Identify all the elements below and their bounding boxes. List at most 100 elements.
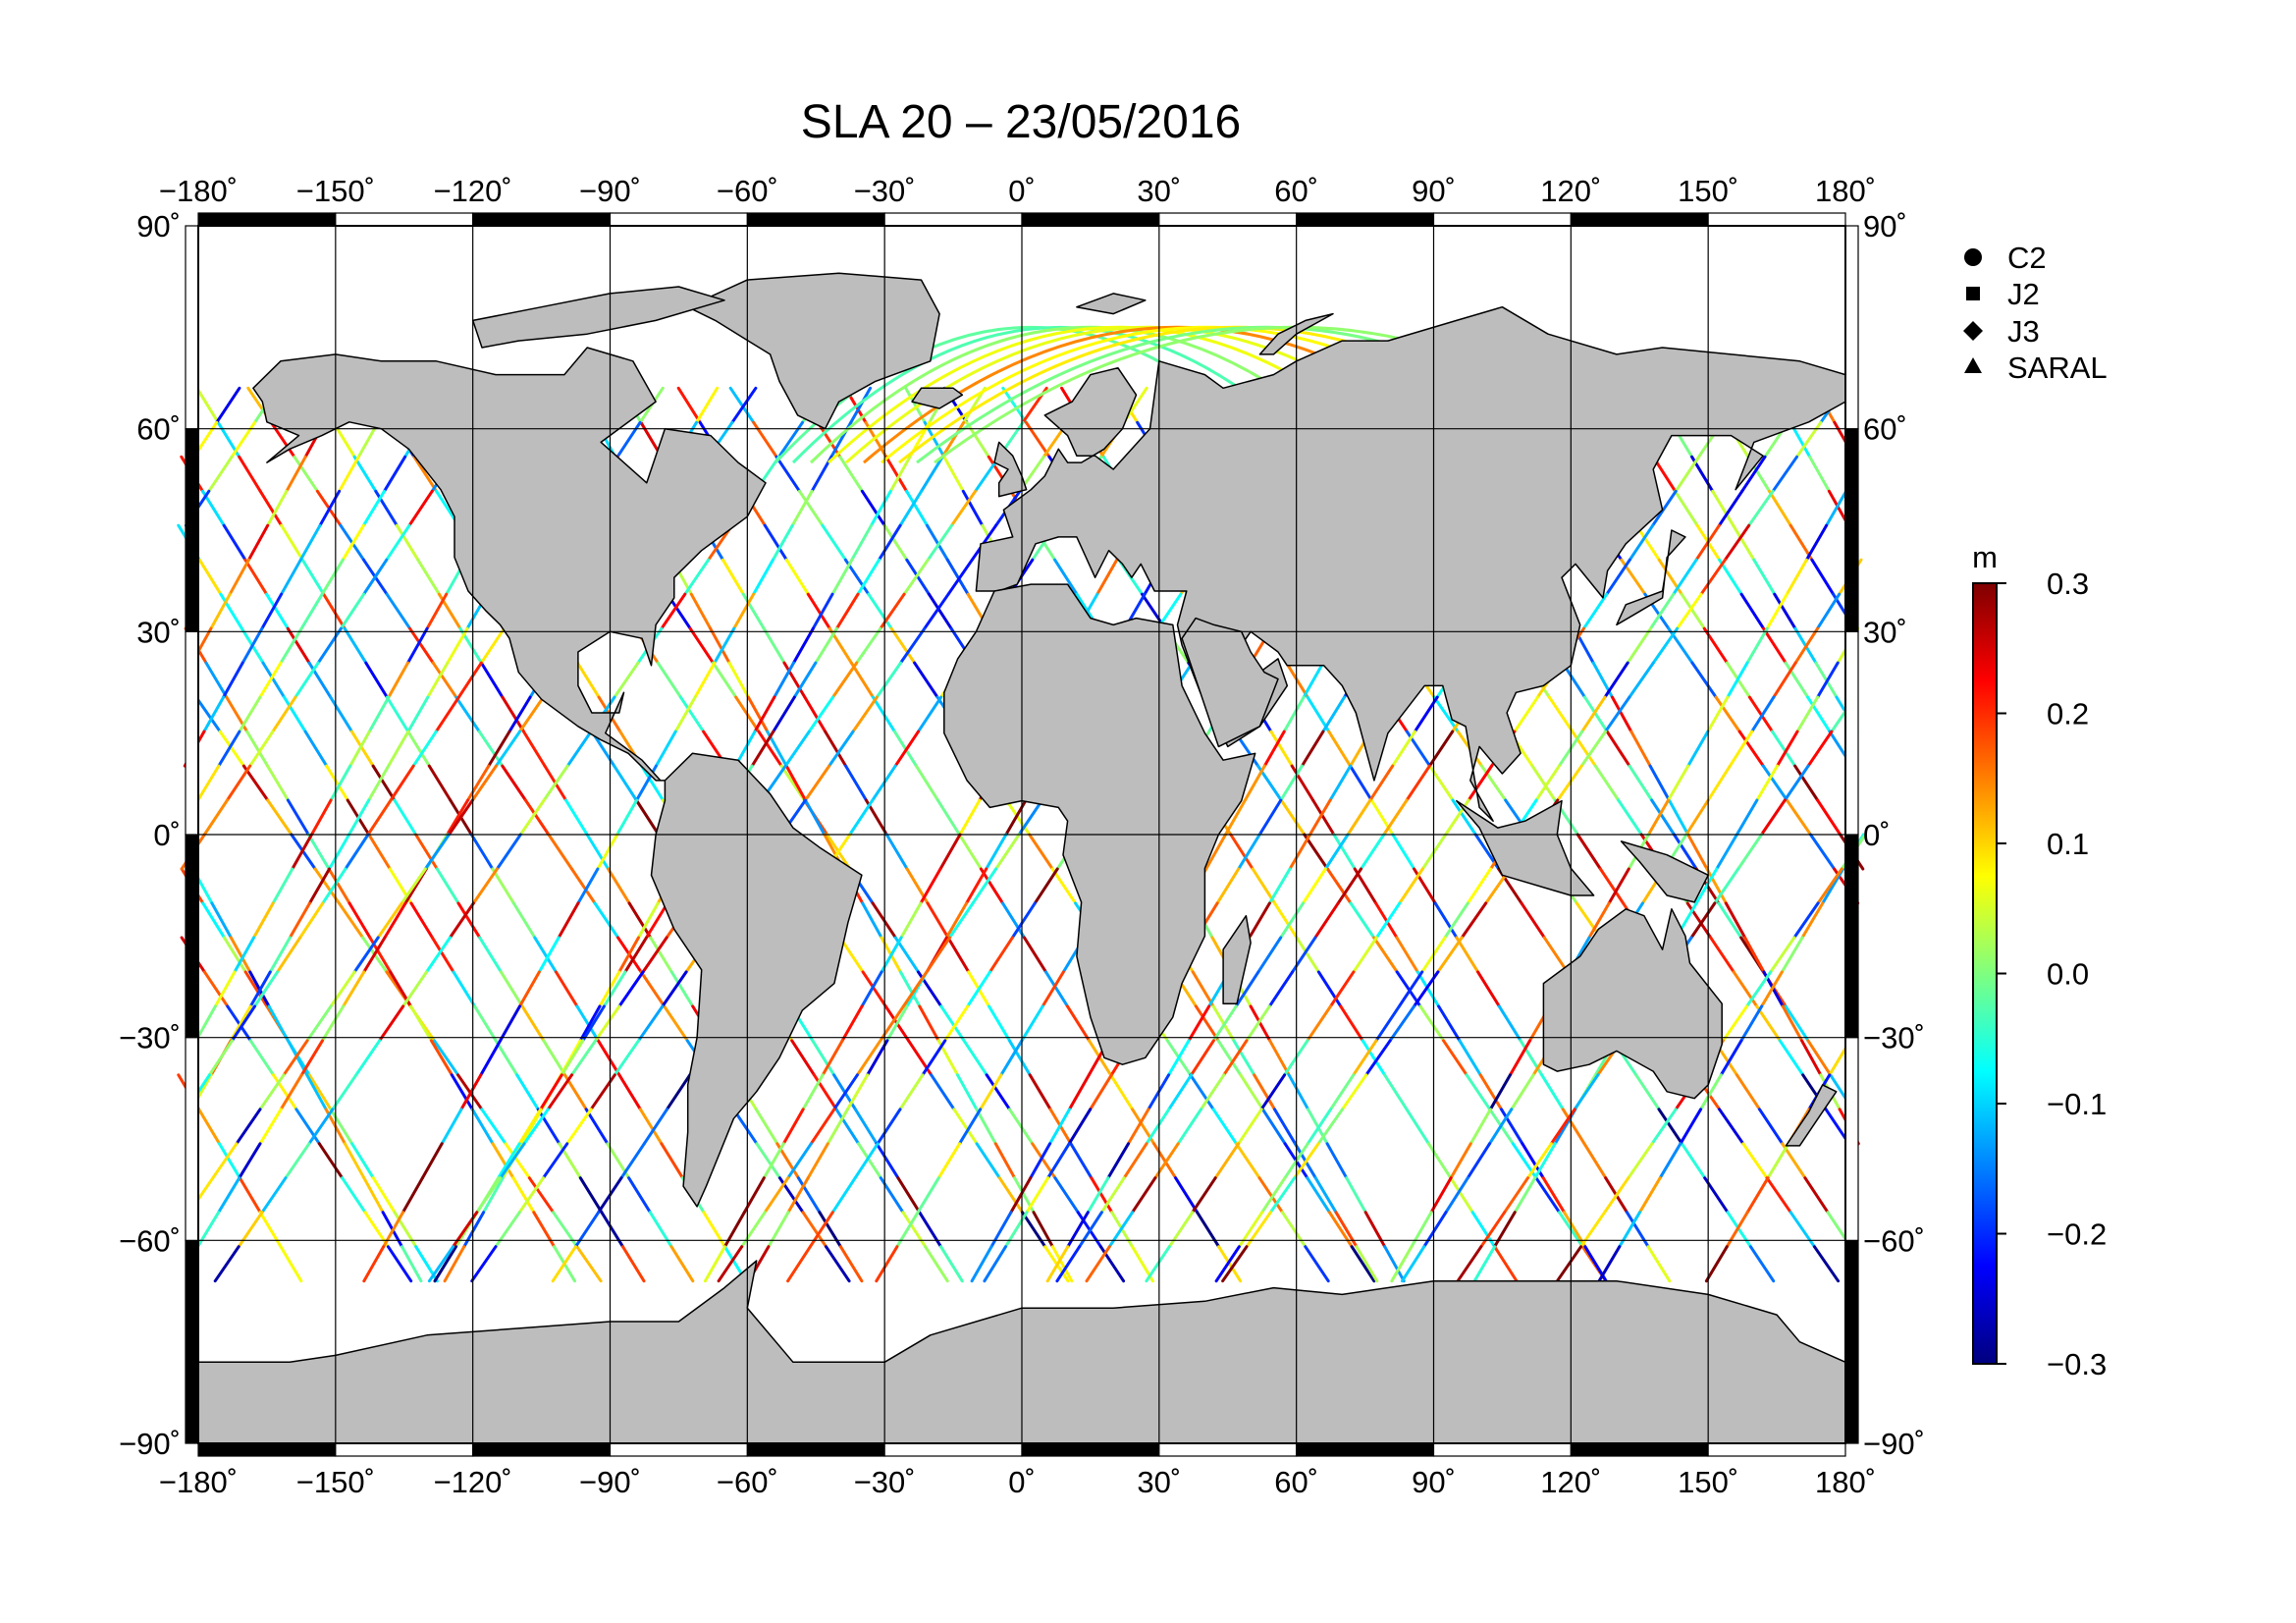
track-segment	[268, 936, 292, 974]
track-segment	[875, 661, 902, 699]
track-segment	[280, 523, 304, 562]
lat-label-right: 90˚	[1863, 209, 1907, 243]
land-japan	[1616, 529, 1686, 626]
track-segment	[1273, 901, 1299, 940]
track-segment	[1433, 901, 1459, 940]
track-segment	[554, 970, 579, 1008]
track-segment	[1808, 455, 1831, 493]
lon-label-top: −120˚	[434, 174, 512, 208]
border-left-bar	[185, 225, 199, 430]
track-segment	[867, 592, 893, 630]
track-segment	[1598, 867, 1626, 905]
track-segment	[260, 1176, 288, 1215]
lon-label-bottom: 150˚	[1678, 1465, 1738, 1499]
track-segment	[1530, 764, 1557, 802]
track-segment	[1792, 901, 1820, 940]
track-segment	[617, 936, 640, 974]
track-segment	[1806, 1039, 1833, 1077]
border-right-bar	[1844, 1239, 1859, 1444]
track-segment	[1604, 695, 1631, 733]
track-segment	[1279, 764, 1304, 802]
track-segment	[834, 1108, 861, 1146]
track-segment	[449, 901, 475, 940]
track-segment	[1304, 1245, 1330, 1283]
track-segment	[875, 1245, 899, 1283]
track-segment	[1321, 695, 1346, 733]
track-segment	[1723, 523, 1751, 562]
track-segment	[917, 695, 943, 733]
map-frame: −180˚ −180˚ −150˚ −150˚ −120˚ −120˚ −90˚ −90˚ −6…	[119, 174, 1925, 1499]
border-right-bar	[1844, 1037, 1859, 1241]
track-segment	[362, 558, 389, 596]
track-segment	[350, 1142, 375, 1180]
track-segment	[771, 523, 794, 562]
track-segment	[645, 901, 669, 940]
track-segment	[1458, 1039, 1482, 1077]
track-segment	[271, 867, 294, 905]
track-segment	[853, 1142, 880, 1180]
track-segment	[1332, 833, 1357, 871]
track-segment	[361, 489, 386, 527]
track-segment	[473, 1004, 498, 1043]
track-segment	[623, 936, 648, 974]
track-segment	[542, 1039, 566, 1077]
track-segment	[634, 798, 661, 837]
track-segment	[1066, 1004, 1091, 1043]
track-segment	[565, 1108, 593, 1146]
track-segment	[299, 592, 324, 630]
track-segment	[1680, 592, 1706, 630]
ground-track	[180, 936, 413, 1283]
track-segment	[456, 901, 482, 940]
track-segment	[575, 1245, 603, 1283]
track-segment	[871, 695, 896, 733]
track-segment	[985, 1073, 1011, 1111]
track-segment	[856, 558, 881, 596]
track-segment	[1634, 1073, 1661, 1111]
track-segment	[1772, 661, 1797, 699]
track-segment	[1451, 798, 1477, 837]
track-segment	[518, 695, 545, 733]
land-uk	[993, 441, 1028, 498]
border-bottom-bar	[746, 1442, 885, 1457]
track-segment	[487, 730, 511, 768]
track-segment	[1651, 626, 1680, 665]
track-segment	[1573, 1073, 1600, 1111]
track-segment	[1690, 661, 1718, 699]
track-segment	[1628, 764, 1654, 802]
lon-label-top: −90˚	[579, 174, 641, 208]
track-segment	[267, 1004, 290, 1043]
track-segment	[1237, 1108, 1263, 1146]
track-segment	[1480, 764, 1508, 802]
border-right-bar	[1844, 834, 1859, 1039]
track-segment	[1397, 970, 1424, 1008]
track-segment	[283, 695, 307, 733]
track-segment	[433, 1245, 457, 1283]
track-segment	[1436, 936, 1464, 974]
track-segment	[1248, 901, 1271, 940]
track-segment	[299, 1039, 324, 1077]
track-segment	[305, 1004, 333, 1043]
track-segment	[575, 661, 601, 699]
track-segment	[194, 1004, 217, 1043]
track-segment	[479, 1039, 503, 1077]
track-segment	[1221, 1245, 1249, 1283]
track-segment	[1755, 764, 1779, 802]
track-segment	[495, 833, 522, 871]
track-segment	[1722, 1004, 1749, 1043]
track-segment	[773, 661, 795, 699]
track-segment	[209, 592, 232, 630]
track-segment	[913, 661, 939, 699]
track-segment	[1737, 730, 1765, 768]
track-segment	[821, 523, 847, 562]
track-segment	[471, 867, 499, 905]
track-segment	[518, 798, 546, 837]
border-bottom-bar	[1432, 1442, 1572, 1457]
track-segment	[871, 764, 897, 802]
track-segment	[898, 1073, 925, 1111]
track-segment	[1761, 764, 1789, 802]
track-segment	[899, 901, 923, 940]
track-segment	[607, 867, 631, 905]
track-segment	[1709, 936, 1735, 974]
track-segment	[1468, 1108, 1492, 1146]
track-segment	[1339, 1004, 1364, 1043]
